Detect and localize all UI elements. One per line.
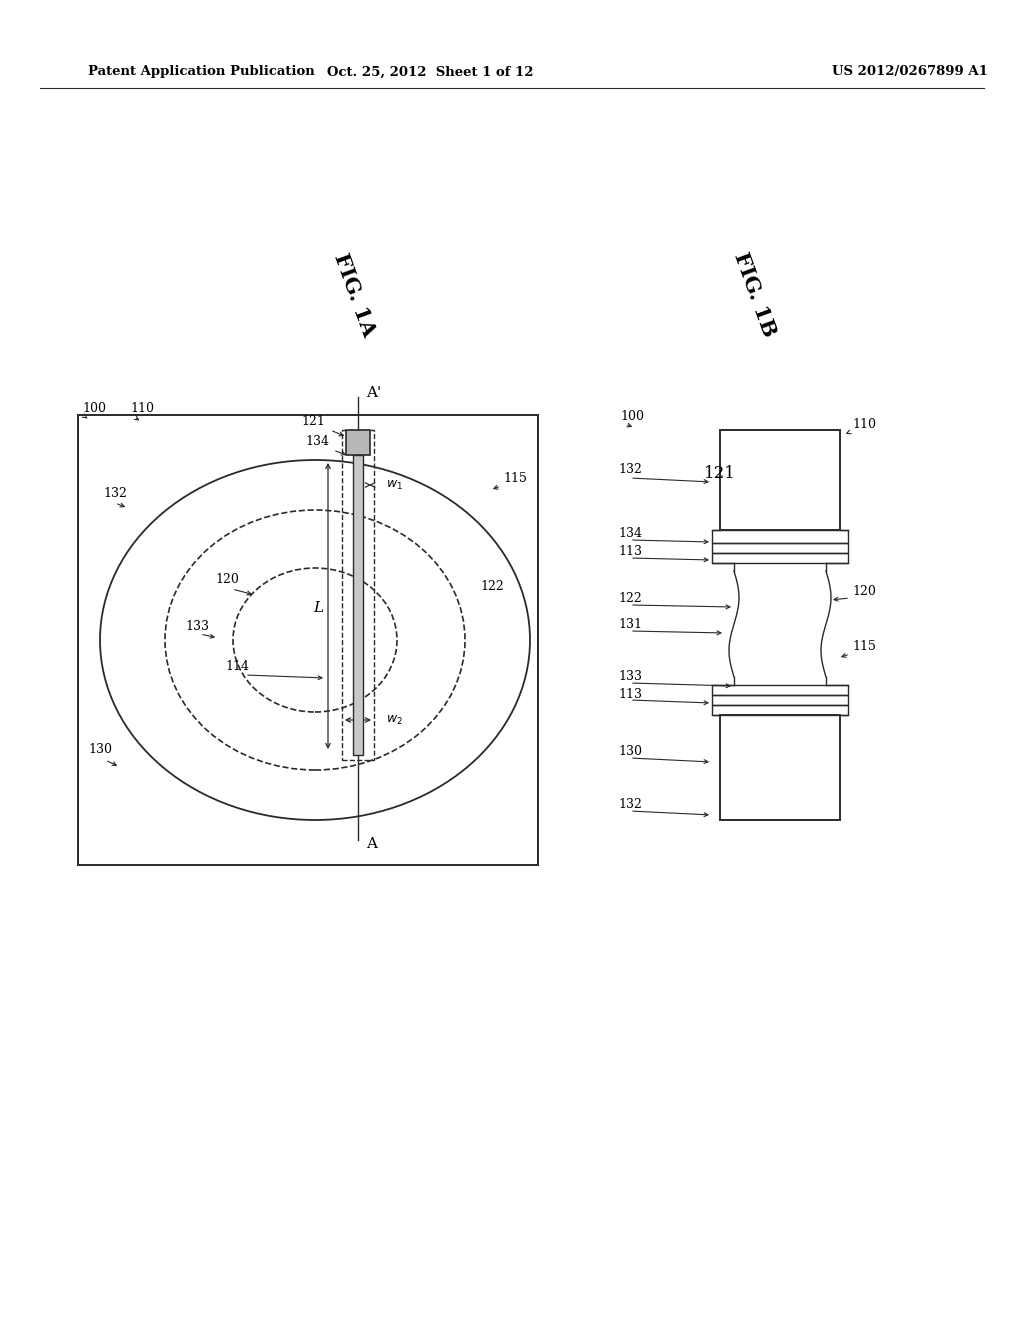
Bar bbox=[712, 696, 848, 705]
Text: L: L bbox=[313, 601, 323, 615]
Text: 115: 115 bbox=[852, 640, 876, 653]
Text: 121: 121 bbox=[301, 414, 325, 428]
Text: FIG. 1B: FIG. 1B bbox=[730, 249, 779, 341]
Text: 121: 121 bbox=[705, 465, 736, 482]
Text: A': A' bbox=[366, 385, 381, 400]
Text: Patent Application Publication: Patent Application Publication bbox=[88, 66, 314, 78]
Text: 132: 132 bbox=[618, 799, 642, 810]
Text: 134: 134 bbox=[305, 436, 329, 447]
Text: 131: 131 bbox=[618, 618, 642, 631]
Bar bbox=[720, 715, 840, 820]
Bar bbox=[353, 455, 362, 755]
Bar bbox=[346, 430, 370, 455]
Bar bbox=[720, 430, 840, 531]
Text: $w_1$: $w_1$ bbox=[386, 478, 403, 491]
Text: 122: 122 bbox=[480, 579, 504, 593]
Bar bbox=[712, 685, 848, 696]
Text: 130: 130 bbox=[88, 743, 112, 756]
Text: 132: 132 bbox=[618, 463, 642, 477]
Bar bbox=[712, 531, 848, 543]
Bar bbox=[712, 705, 848, 715]
Text: 133: 133 bbox=[618, 671, 642, 682]
Text: 120: 120 bbox=[215, 573, 239, 586]
Text: 122: 122 bbox=[618, 591, 642, 605]
Text: 120: 120 bbox=[852, 585, 876, 598]
Bar bbox=[342, 430, 374, 760]
Bar bbox=[78, 414, 538, 865]
Text: Oct. 25, 2012  Sheet 1 of 12: Oct. 25, 2012 Sheet 1 of 12 bbox=[327, 66, 534, 78]
Bar bbox=[712, 543, 848, 553]
Text: US 2012/0267899 A1: US 2012/0267899 A1 bbox=[833, 66, 988, 78]
Text: 115: 115 bbox=[503, 473, 527, 484]
Text: 100: 100 bbox=[620, 411, 644, 422]
Text: 114: 114 bbox=[225, 660, 249, 673]
Text: 132: 132 bbox=[103, 487, 127, 500]
Text: 110: 110 bbox=[852, 418, 876, 432]
Text: FIG. 1A: FIG. 1A bbox=[331, 251, 379, 339]
Text: 113: 113 bbox=[618, 545, 642, 558]
Text: $w_2$: $w_2$ bbox=[386, 713, 402, 726]
Text: 133: 133 bbox=[185, 620, 209, 634]
Text: 110: 110 bbox=[130, 403, 154, 414]
Text: 100: 100 bbox=[82, 403, 106, 414]
Text: 130: 130 bbox=[618, 744, 642, 758]
Text: 113: 113 bbox=[618, 688, 642, 701]
Bar bbox=[712, 553, 848, 564]
Text: 134: 134 bbox=[618, 527, 642, 540]
Text: A: A bbox=[366, 837, 377, 851]
